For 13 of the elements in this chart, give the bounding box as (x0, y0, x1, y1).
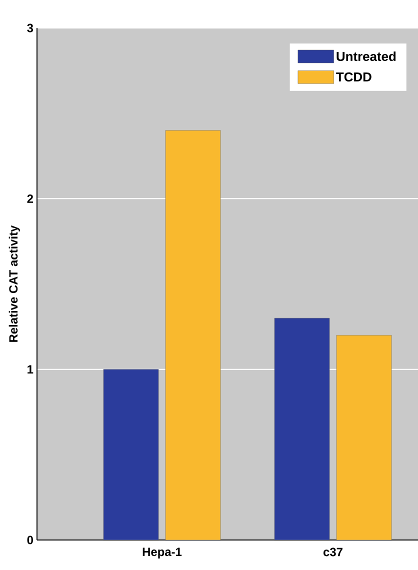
y-tick-label: 1 (28, 365, 34, 374)
legend-label: TCDD (336, 72, 372, 82)
y-tick-label: 0 (27, 536, 33, 544)
bar (274, 318, 330, 540)
y-axis-title: Relative CAT activity (8, 225, 20, 342)
y-tick-label: 3 (27, 24, 34, 32)
bar (103, 369, 159, 540)
x-tick-label: Hepa-1 (142, 548, 182, 558)
bar (336, 335, 392, 540)
bar (165, 130, 221, 540)
legend-label: Untreated (336, 52, 396, 62)
y-tick-label: 2 (27, 194, 33, 203)
x-tick-label: c37 (324, 548, 342, 556)
